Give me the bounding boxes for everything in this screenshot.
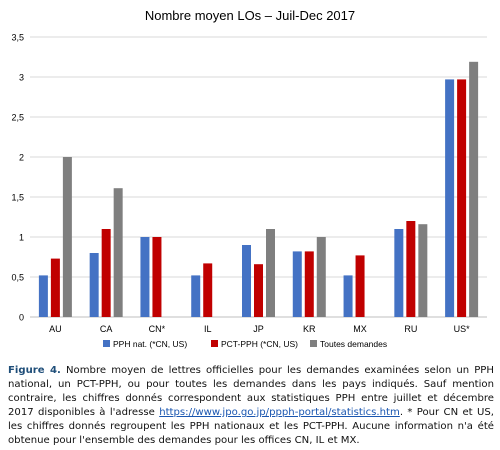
chart-title: Nombre moyen LOs – Juil-Dec 2017 <box>145 8 355 23</box>
legend-label: PCT-PPH (*CN, US) <box>221 339 298 349</box>
y-tick-label: 2,5 <box>11 113 24 123</box>
bar <box>152 237 162 317</box>
y-axis: 0 0,5 1 1,5 2 2,5 3 3,5 <box>11 33 24 323</box>
y-tick-label: 3,5 <box>11 33 24 43</box>
bar <box>113 188 123 317</box>
bar <box>316 237 326 317</box>
bar <box>292 251 302 317</box>
y-tick-label: 1,5 <box>11 193 24 203</box>
bar <box>394 229 404 317</box>
x-tick-label: KR <box>303 324 316 334</box>
legend-swatch <box>211 340 218 347</box>
bars <box>38 61 479 318</box>
x-tick-label: IL <box>204 324 212 334</box>
bar <box>50 258 60 317</box>
bar <box>38 275 48 317</box>
bar <box>304 251 314 317</box>
chart: Nombre moyen LOs – Juil-Dec 2017 0 0,5 1 1,… <box>11 8 487 349</box>
bar <box>266 229 275 317</box>
legend-swatch <box>310 340 317 347</box>
figure-label: Figure 4. <box>8 365 61 376</box>
bar <box>406 221 416 317</box>
x-tick-label: RU <box>404 324 417 334</box>
x-tick-label: AU <box>49 324 62 334</box>
figure-caption: Figure 4. Nombre moyen de lettres offici… <box>8 364 494 448</box>
bar <box>469 61 479 317</box>
bar <box>191 275 201 317</box>
bar <box>203 263 213 317</box>
x-tick-label: CN* <box>149 324 166 334</box>
y-tick-label: 3 <box>19 73 24 83</box>
y-tick-label: 0 <box>19 313 24 323</box>
legend-label: Toutes demandes <box>320 339 387 349</box>
bar <box>140 237 150 317</box>
bar <box>418 224 428 317</box>
legend-label: PPH nat. (*CN, US) <box>113 339 187 349</box>
x-axis: AU CA CN* IL JP KR MX RU US* <box>49 324 470 334</box>
caption-text-before-link: Nombre moyen de lettres officielles pour… <box>8 365 494 418</box>
y-tick-label: 2 <box>19 153 24 163</box>
x-tick-label: US* <box>454 324 471 334</box>
y-tick-label: 1 <box>19 233 24 243</box>
statistics-link[interactable]: https://www.jpo.go.jp/ppph-portal/statis… <box>159 407 400 418</box>
bar <box>254 264 263 317</box>
x-tick-label: JP <box>253 324 264 334</box>
bar <box>89 253 99 317</box>
legend: PPH nat. (*CN, US) PCT-PPH (*CN, US) Toute… <box>103 339 387 349</box>
x-tick-label: CA <box>100 324 113 334</box>
bar <box>343 275 353 317</box>
bar <box>355 255 365 317</box>
legend-swatch <box>103 340 110 347</box>
bar <box>62 157 72 317</box>
y-tick-label: 0,5 <box>11 273 24 283</box>
bar <box>457 79 467 318</box>
caption-text-after-link: . * Pour CN et US, les chiffres donnés r… <box>8 407 494 446</box>
bar <box>445 79 455 318</box>
bar <box>242 245 251 317</box>
x-tick-label: MX <box>353 324 367 334</box>
bar <box>101 229 111 317</box>
